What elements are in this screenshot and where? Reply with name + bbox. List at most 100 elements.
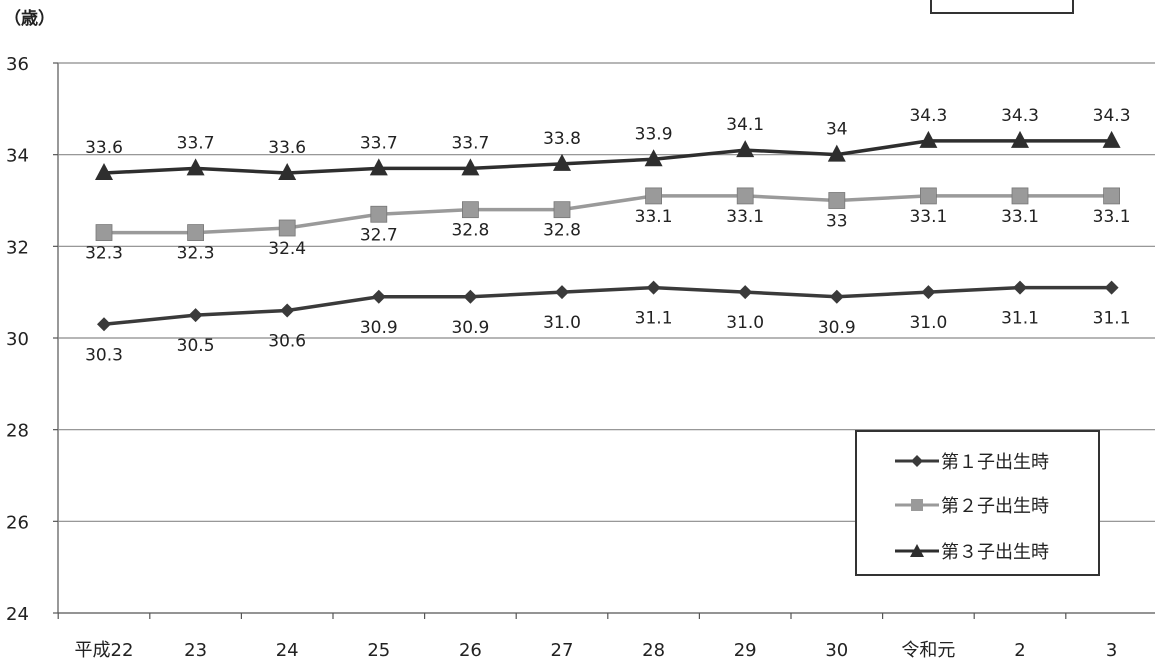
data-point-diamond (829, 289, 844, 304)
data-point-triangle (644, 149, 663, 167)
x-tick-label: 23 (184, 640, 207, 661)
data-point-diamond (1104, 280, 1119, 295)
header-box (930, 0, 1074, 14)
data-point-triangle (95, 163, 113, 180)
series-line (103, 285, 1112, 326)
data-label: 30.6 (268, 332, 306, 352)
x-tick-label: 28 (642, 640, 665, 661)
data-point-diamond (371, 289, 386, 304)
legend-item-series-2: 第２子出生時 (895, 490, 1049, 520)
data-label: 32.3 (177, 244, 215, 264)
x-tick-label: 令和元 (901, 640, 955, 661)
data-point-square (828, 192, 846, 209)
legend-item-series-3: 第３子出生時 (895, 536, 1049, 566)
data-point-square (553, 201, 571, 219)
data-label: 33.1 (635, 207, 673, 227)
data-label: 33.6 (268, 138, 306, 158)
data-label: 32.8 (451, 221, 489, 241)
data-point-diamond (738, 285, 753, 300)
y-tick-label: 30 (6, 329, 29, 350)
y-tick-label: 36 (6, 54, 29, 75)
data-label: 31.0 (543, 313, 581, 333)
legend-marker-diamond-icon (895, 455, 939, 467)
x-tick-label: 27 (551, 640, 574, 661)
data-point-diamond (555, 285, 569, 300)
data-label: 33.1 (1001, 207, 1039, 227)
y-tick-label: 26 (6, 512, 29, 533)
data-point-square (1011, 187, 1029, 205)
legend-marker-triangle-icon (895, 544, 939, 557)
data-label: 33.1 (909, 207, 947, 227)
legend-label: 第３子出生時 (941, 542, 1049, 563)
legend-label: 第２子出生時 (941, 496, 1049, 517)
data-point-diamond (646, 280, 661, 295)
y-axis-unit-label: （歳） (4, 9, 55, 29)
data-label: 30.3 (85, 345, 123, 365)
data-label: 33.7 (177, 133, 215, 153)
data-label: 33.7 (360, 133, 398, 153)
series-line (104, 194, 1112, 235)
data-point-triangle (827, 144, 846, 162)
data-point-square (645, 187, 662, 205)
data-point-triangle (1011, 130, 1029, 148)
data-point-triangle (369, 158, 388, 176)
data-label: 34.1 (726, 115, 764, 135)
series-line (103, 139, 1112, 175)
data-label: 30.9 (818, 318, 856, 338)
x-tick-label: 25 (367, 640, 390, 661)
data-point-triangle (736, 140, 755, 158)
x-tick-label: 26 (459, 640, 482, 661)
x-tick-label: 24 (276, 640, 299, 661)
data-label: 30.5 (177, 336, 215, 356)
data-point-square (920, 187, 937, 205)
y-tick-label: 34 (6, 146, 29, 167)
data-label: 31.1 (1093, 309, 1131, 329)
data-point-square (187, 224, 205, 241)
data-point-diamond (1013, 280, 1027, 295)
data-point-triangle (1102, 130, 1121, 148)
y-tick-label: 28 (6, 421, 29, 442)
chart-legend: 第１子出生時 第２子出生時 第３子出生時 (855, 430, 1100, 576)
data-label: 33.1 (1093, 207, 1131, 227)
data-point-triangle (919, 130, 938, 148)
data-point-diamond (921, 285, 936, 300)
data-point-triangle (186, 158, 205, 176)
data-point-square (736, 187, 754, 205)
data-point-square (278, 219, 296, 237)
y-tick-label: 24 (6, 604, 29, 625)
data-point-triangle (278, 163, 297, 180)
data-point-diamond (188, 308, 203, 323)
data-label: 31.1 (635, 309, 673, 329)
x-tick-label: 29 (734, 640, 757, 661)
data-label: 32.3 (85, 244, 123, 264)
data-point-square (1103, 187, 1120, 205)
data-label: 33.6 (85, 138, 123, 158)
data-label: 30.9 (360, 318, 398, 338)
data-label: 34 (826, 120, 848, 140)
data-label: 34.3 (1001, 106, 1039, 126)
data-label: 32.7 (360, 225, 398, 245)
y-tick-label: 32 (6, 237, 29, 258)
legend-label: 第１子出生時 (941, 452, 1049, 473)
data-label: 31.0 (909, 313, 947, 333)
data-point-square (461, 201, 479, 219)
data-point-square (95, 224, 113, 241)
data-point-triangle (553, 153, 571, 171)
x-tick-label: 3 (1106, 640, 1117, 661)
x-tick-label: 平成22 (75, 640, 134, 661)
data-label: 33.9 (635, 124, 673, 144)
data-label: 33.7 (451, 133, 489, 153)
data-point-diamond (463, 289, 478, 304)
data-label: 31.0 (726, 313, 764, 333)
data-point-triangle (461, 158, 480, 176)
data-label: 33.8 (543, 129, 581, 149)
x-tick-label: 30 (825, 640, 848, 661)
data-point-diamond (280, 303, 295, 318)
data-label: 33 (826, 212, 848, 232)
x-tick-label: 2 (1014, 640, 1025, 661)
data-label: 32.8 (543, 221, 581, 241)
data-label: 34.3 (1093, 106, 1131, 126)
data-label: 32.4 (268, 239, 306, 259)
legend-item-series-1: 第１子出生時 (895, 446, 1049, 476)
